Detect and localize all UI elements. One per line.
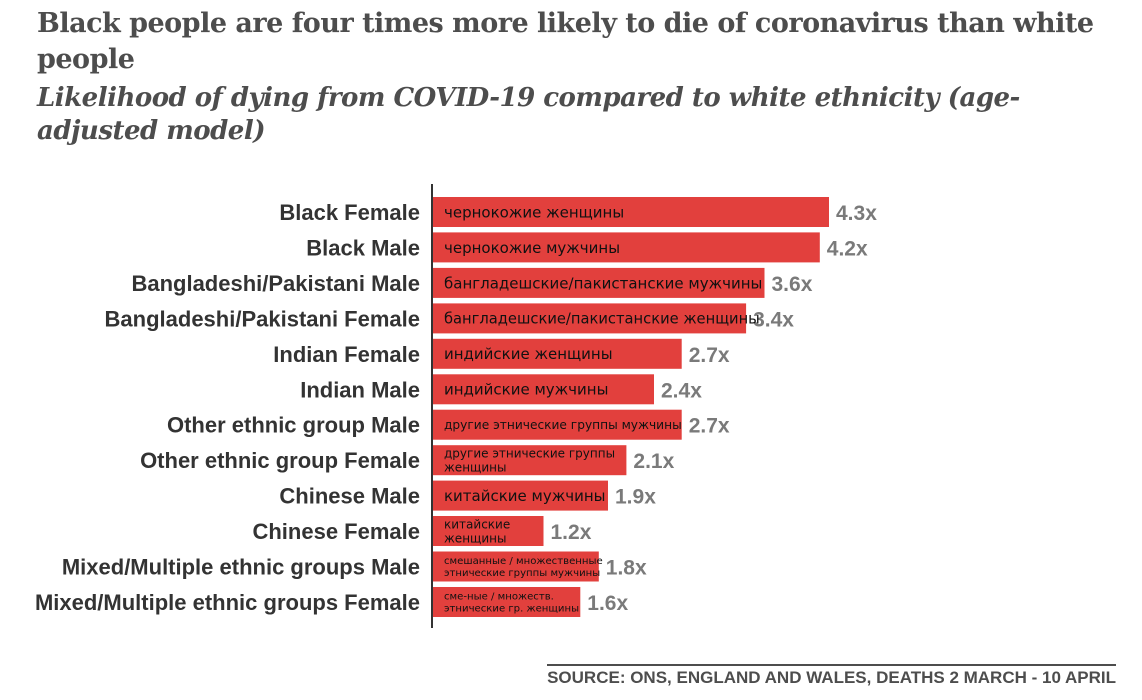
bar-row: Other ethnic group Female 2.1x другие этни… xyxy=(140,445,675,476)
bar-annotation: другие этнические группы мужчины xyxy=(444,418,682,432)
category-label: Chinese Female xyxy=(252,519,420,544)
category-label: Indian Male xyxy=(300,377,420,402)
category-label: Other ethnic group Female xyxy=(140,448,420,473)
bar-annotation: женщины xyxy=(444,461,506,475)
bar-annotation: китайские мужчины xyxy=(444,487,606,505)
bar-annotation: другие этнические группы xyxy=(444,447,615,461)
value-label: 2.4x xyxy=(661,379,702,402)
value-label: 4.2x xyxy=(827,237,868,260)
bar-row: Indian Male 2.4x индийские мужчины xyxy=(300,374,702,405)
bar xyxy=(433,551,599,582)
bar-row: Mixed/Multiple ethnic groups Female 1.6x с… xyxy=(35,587,628,617)
chart-title: Black people are four times more likely … xyxy=(37,8,1094,75)
bar xyxy=(433,480,608,511)
bar-row: Indian Female 2.7x индийские женщины xyxy=(273,338,730,369)
source-note: SOURCE: ONS, ENGLAND AND WALES, DEATHS 2… xyxy=(547,664,1116,688)
value-label: 1.9x xyxy=(615,486,656,509)
category-label: Black Male xyxy=(306,235,420,260)
bar xyxy=(433,587,581,617)
category-label: Bangladeshi/Pakistani Female xyxy=(105,306,420,331)
bar-row: Black Male 4.2x чернокожие мужчины xyxy=(306,232,868,263)
value-label: 1.6x xyxy=(587,592,628,615)
category-label: Mixed/Multiple ethnic groups Male xyxy=(62,555,420,580)
bar-row: Bangladeshi/Pakistani Male 3.6x бангладешс… xyxy=(131,267,813,298)
value-label: 2.7x xyxy=(689,344,730,367)
value-label: 3.4x xyxy=(753,308,794,331)
bar-annotation: женщины xyxy=(444,531,506,545)
bar-row: Bangladeshi/Pakistani Female 3.4xбангладе… xyxy=(105,303,794,334)
bar xyxy=(433,516,544,546)
bar-annotation: чернокожие мужчины xyxy=(444,239,620,257)
bar-annotation: смешанные / множественные xyxy=(444,556,603,567)
value-label: 3.6x xyxy=(772,273,813,296)
bar-annotation: бангладешские/пакистанские мужчины xyxy=(444,274,762,292)
bar xyxy=(433,374,654,405)
bar-annotation: индийские мужчины xyxy=(444,381,608,399)
category-label: Other ethnic group Male xyxy=(167,413,420,438)
bar-row: Black Female 4.3x чернокожие женщины xyxy=(279,197,877,227)
bar xyxy=(433,445,627,476)
value-label: 1.2x xyxy=(551,521,592,544)
category-label: Bangladeshi/Pakistani Male xyxy=(131,271,420,296)
value-label: 4.3x xyxy=(836,202,877,225)
chart-subtitle: Likelihood of dying from COVID-19 compar… xyxy=(37,83,1020,146)
bar-annotation: этнические гр. женщины xyxy=(444,604,579,615)
bar xyxy=(433,338,682,369)
bar xyxy=(433,197,829,227)
category-label: Chinese Male xyxy=(279,484,420,509)
bar-annotation: чернокожие женщины xyxy=(444,203,624,221)
bar-annotation: индийские женщины xyxy=(444,345,613,363)
value-label: 2.1x xyxy=(633,450,674,473)
bar xyxy=(433,232,820,263)
bar-row: Chinese Male 1.9x китайские мужчины xyxy=(279,480,656,511)
bar-annotation: этнические группы мужчины xyxy=(444,568,600,579)
bar-annotation: китайские xyxy=(444,517,510,531)
bar-annotation: сме-ные / множеств. xyxy=(444,592,554,603)
bar-annotation: бангладешские/пакистанские женщины xyxy=(444,311,760,328)
bar-row: Mixed/Multiple ethnic groups Male 1.8xсме… xyxy=(62,551,647,582)
bar-row: Other ethnic group Male 2.7x другие этниче… xyxy=(167,409,730,440)
bar xyxy=(433,303,747,334)
category-label: Mixed/Multiple ethnic groups Female xyxy=(35,590,420,615)
bar xyxy=(433,409,682,440)
value-label: 2.7x xyxy=(689,415,730,438)
value-label: 1.8x xyxy=(606,557,647,580)
category-label: Indian Female xyxy=(273,342,420,367)
bar xyxy=(433,267,765,298)
category-label: Black Female xyxy=(279,200,420,225)
